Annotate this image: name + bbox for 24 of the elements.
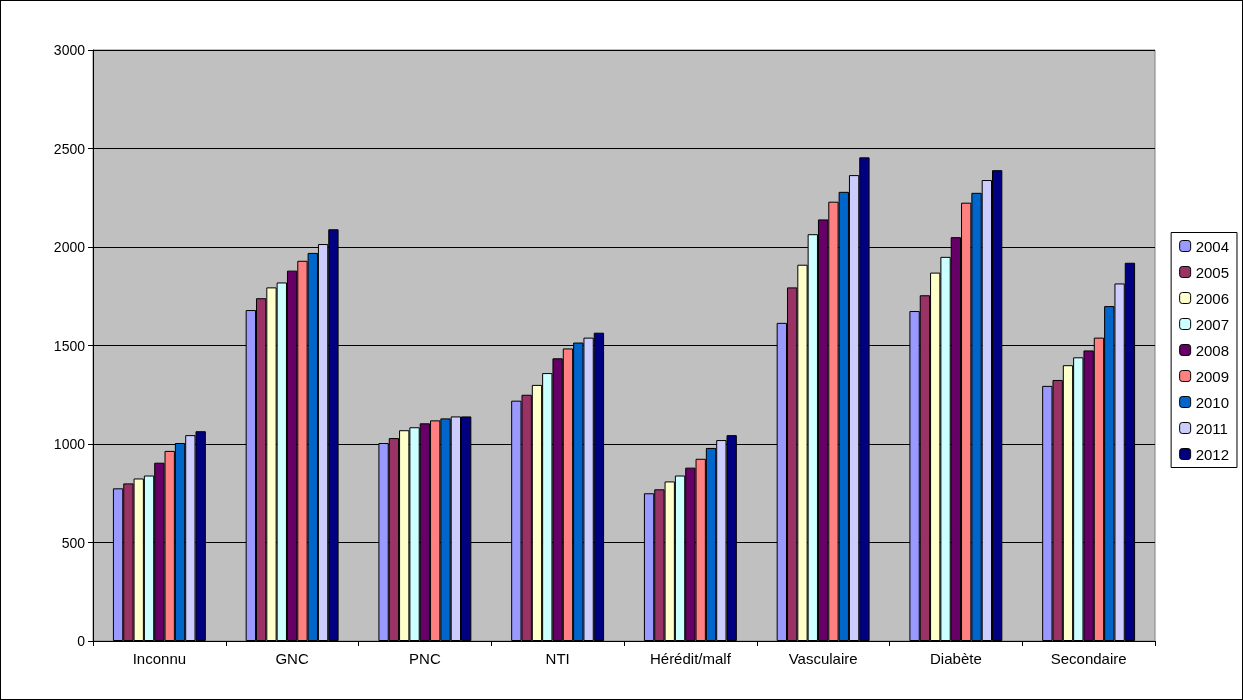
x-tick-label: Inconnu <box>132 650 187 667</box>
x-tick-label: NTI <box>545 650 570 667</box>
legend-label: 2007 <box>1195 315 1230 333</box>
y-tick-label: 500 <box>61 534 86 551</box>
legend-label: 2004 <box>1195 237 1230 255</box>
x-tick-label: Hérédit/malf <box>649 650 732 667</box>
legend-label: 2010 <box>1195 393 1230 411</box>
legend-label: 2008 <box>1195 341 1230 359</box>
legend-label: 2009 <box>1195 367 1230 385</box>
x-tick-label: Vasculaire <box>788 650 858 667</box>
y-tick-label: 2000 <box>53 239 86 255</box>
x-tick-label: GNC <box>275 650 309 667</box>
y-tick-label: 1500 <box>53 337 86 354</box>
legend-label: 2005 <box>1195 263 1230 281</box>
x-tick-label: Diabète <box>930 650 982 667</box>
legend-label: 2012 <box>1195 445 1230 463</box>
legend-label: 2006 <box>1195 289 1230 307</box>
y-tick-label: 0 <box>77 633 86 649</box>
x-tick-label: Secondaire <box>1050 650 1127 667</box>
y-tick-label: 1000 <box>53 436 86 452</box>
y-tick-label: 3000 <box>53 42 86 58</box>
x-tick-label: PNC <box>409 650 441 667</box>
y-tick-label: 2500 <box>53 140 86 157</box>
legend-label: 2011 <box>1195 419 1228 437</box>
